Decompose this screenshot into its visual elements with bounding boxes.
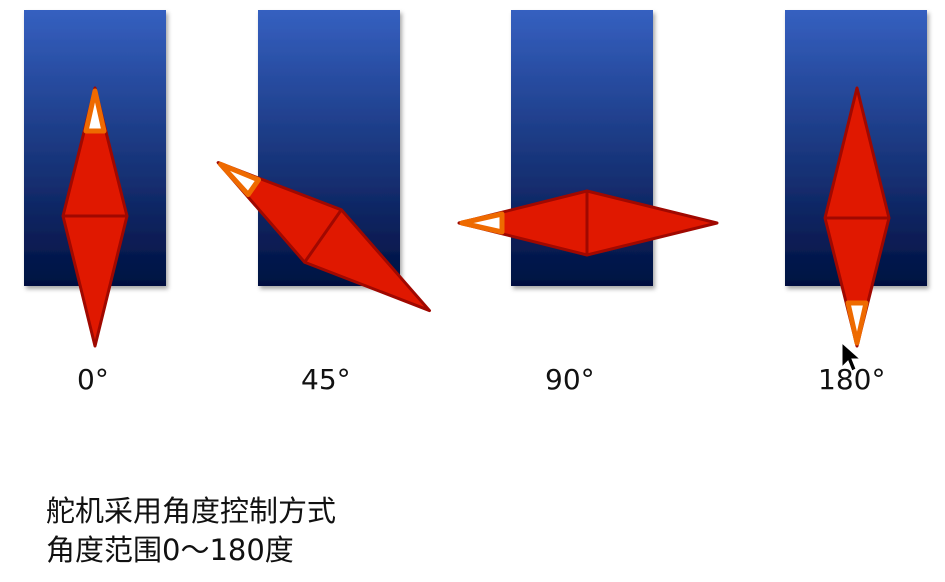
description-line-2: 角度范围0～180度 bbox=[46, 533, 294, 567]
servo-90-group bbox=[457, 10, 719, 286]
direction-marker-180 bbox=[845, 300, 869, 346]
direction-marker-45 bbox=[218, 161, 262, 198]
angle-label-45: 45° bbox=[301, 363, 351, 396]
servo-arm-90 bbox=[457, 189, 719, 257]
direction-marker-90 bbox=[459, 211, 505, 235]
servo-180-group bbox=[785, 10, 927, 348]
mouse-cursor-icon bbox=[841, 341, 862, 372]
servo-arm-45 bbox=[216, 161, 431, 313]
angle-label-90: 90° bbox=[545, 363, 595, 396]
angle-label-0: 0° bbox=[77, 363, 109, 396]
servo-arm-180 bbox=[823, 86, 891, 348]
angle-label-180: 180° bbox=[818, 363, 886, 396]
direction-marker-0 bbox=[83, 88, 107, 134]
servo-0-group bbox=[24, 10, 166, 348]
description-line-1: 舵机采用角度控制方式 bbox=[46, 494, 337, 528]
servo-45-group bbox=[216, 10, 431, 313]
servo-arm-0 bbox=[61, 86, 129, 348]
